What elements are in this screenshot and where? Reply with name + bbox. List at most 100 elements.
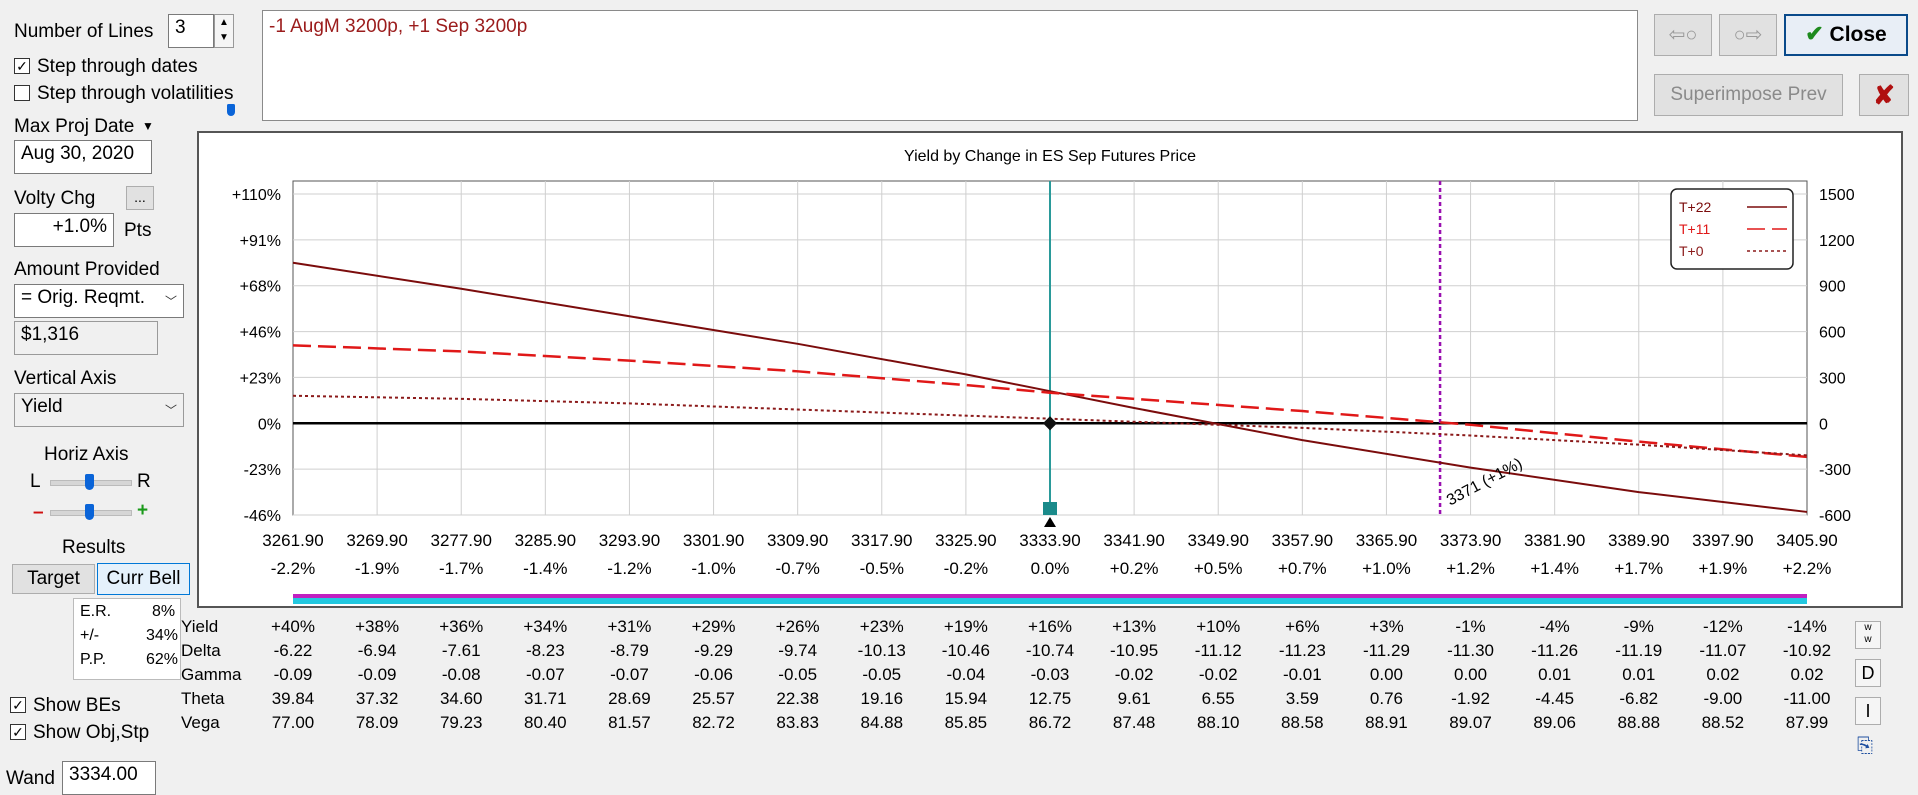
close-button[interactable]: ✔ Close [1784, 14, 1908, 56]
table-cell: -6.94 [357, 641, 397, 660]
table-cell: -0.07 [525, 665, 565, 684]
er-label: E.R. [80, 603, 112, 620]
x-pct-tick-label: 0.0% [1031, 559, 1070, 578]
pp-label: P.P. [80, 651, 107, 668]
y-right-tick-label: 900 [1819, 279, 1846, 296]
legend-box [1670, 188, 1794, 270]
x-tick-label: 3277.90 [430, 531, 491, 550]
export-icon[interactable]: ⎘ [1857, 735, 1873, 757]
x-pct-tick-label: +1.2% [1446, 559, 1495, 578]
yield-chart: Yield by Change in ES Sep Futures Price 3… [232, 148, 1855, 604]
x-pct-tick-label: +1.7% [1614, 559, 1663, 578]
table-cell: -1.92 [1451, 689, 1490, 708]
x-pct-tick-label: +2.2% [1783, 559, 1832, 578]
y-right-tick-label: 300 [1819, 370, 1846, 387]
target-button[interactable]: Target [12, 564, 95, 594]
horiz-axis-slider[interactable] [85, 474, 94, 490]
volty-chg-input[interactable]: +1.0% [14, 213, 114, 247]
y-left-tick-label: +91% [240, 233, 281, 250]
x-tick-label: 3301.90 [683, 531, 744, 550]
i-button[interactable]: I [1855, 697, 1881, 725]
delete-icon[interactable]: ✘ [1859, 74, 1909, 116]
table-cell: 0.00 [1454, 665, 1488, 684]
series-line-t-22 [292, 261, 1808, 513]
current-price-marker [1042, 416, 1058, 431]
table-row-label: Delta [181, 641, 221, 660]
max-proj-date-label[interactable]: Max Proj Date [14, 116, 135, 137]
vertical-axis-select[interactable]: Yield ﹀ [14, 393, 184, 427]
position-textbox[interactable]: -1 AugM 3200p, +1 Sep 3200p [262, 10, 1638, 121]
superimpose-prev-button[interactable]: Superimpose Prev [1654, 74, 1843, 116]
table-cell: +26% [775, 617, 820, 636]
table-cell: 89.06 [1533, 713, 1576, 732]
pp-value: 62% [146, 651, 179, 668]
x-pct-tick-label: +0.2% [1110, 559, 1159, 578]
table-cell: -0.02 [1198, 665, 1238, 684]
x-pct-tick-label: -2.2% [271, 559, 315, 578]
table-cell: +10% [1196, 617, 1241, 636]
table-cell: 0.01 [1622, 665, 1656, 684]
pm-label: +/- [80, 627, 100, 644]
next-arrow-button[interactable]: ○⇨ [1719, 14, 1777, 56]
d-button[interactable]: D [1855, 659, 1881, 687]
table-cell: 37.32 [355, 689, 399, 708]
table-cell: 78.09 [355, 713, 399, 732]
table-cell: -10.74 [1025, 641, 1075, 660]
x-tick-label: 3341.90 [1103, 531, 1164, 550]
prev-arrow-button[interactable]: ⇦○ [1654, 14, 1712, 56]
y-left-tick-label: +46% [240, 325, 281, 342]
horiz-axis-label: Horiz Axis [44, 444, 129, 465]
x-pct-tick-label: +0.7% [1278, 559, 1327, 578]
x-tick-label: 3365.90 [1356, 531, 1417, 550]
show-bes-checkbox[interactable]: ✓ [10, 697, 26, 713]
max-proj-date-input[interactable]: Aug 30, 2020 [14, 140, 152, 174]
table-cell: -6.22 [273, 641, 313, 660]
step-dates-checkbox[interactable]: ✓ [14, 58, 30, 74]
num-lines-spinner[interactable]: ▲ ▼ [214, 14, 234, 48]
table-cell: 0.02 [1706, 665, 1740, 684]
table-cell: -4% [1539, 617, 1570, 636]
table-cell: +38% [355, 617, 400, 636]
x-tick-label: 3405.90 [1776, 531, 1837, 550]
table-cell: -9.74 [778, 641, 818, 660]
table-cell: -11.19 [1615, 641, 1663, 660]
zoom-minus-icon[interactable]: – [33, 502, 44, 523]
zoom-slider[interactable] [85, 504, 94, 520]
table-cell: +34% [523, 617, 568, 636]
table-cell: 0.00 [1369, 665, 1403, 684]
volty-ellipsis-button[interactable]: ... [126, 186, 154, 210]
show-bes-label: Show BEs [33, 695, 121, 716]
spin-up-icon[interactable]: ▲ [219, 17, 229, 28]
table-cell: 39.84 [271, 689, 315, 708]
table-cell: -11.29 [1362, 641, 1410, 660]
results-label: Results [62, 537, 126, 558]
dropdown-arrow-icon[interactable]: ▼ [142, 119, 154, 133]
table-cell: -0.05 [778, 665, 818, 684]
zoom-plus-icon[interactable]: + [137, 500, 149, 521]
x-tick-label: 3269.90 [346, 531, 407, 550]
chart-title: Yield by Change in ES Sep Futures Price [904, 148, 1196, 165]
x-tick-label: 3357.90 [1272, 531, 1333, 550]
table-cell: 19.16 [860, 689, 904, 708]
num-lines-input[interactable]: 3 [168, 14, 214, 48]
table-cell: 84.88 [860, 713, 904, 732]
table-cell: -10.46 [941, 641, 990, 660]
table-cell: +3% [1369, 617, 1404, 636]
wand-input[interactable]: 3334.00 [62, 761, 156, 795]
x-pct-tick-label: -0.5% [860, 559, 904, 578]
wand-label: Wand [6, 768, 55, 789]
x-pct-tick-label: -1.2% [607, 559, 651, 578]
show-obj-checkbox[interactable]: ✓ [10, 724, 26, 740]
x-tick-label: 3325.90 [935, 531, 996, 550]
table-cell: -0.07 [610, 665, 649, 684]
x-tick-label: 3373.90 [1440, 531, 1501, 550]
step-vols-checkbox[interactable] [14, 85, 30, 101]
curr-bell-button[interactable]: Curr Bell [97, 563, 190, 595]
table-row-label: Theta [181, 689, 225, 708]
amount-provided-select[interactable]: = Orig. Reqmt. ﹀ [14, 284, 184, 318]
volatility-step-slider[interactable] [227, 104, 235, 116]
table-cell: -0.03 [1030, 665, 1070, 684]
spin-down-icon[interactable]: ▼ [219, 32, 229, 43]
